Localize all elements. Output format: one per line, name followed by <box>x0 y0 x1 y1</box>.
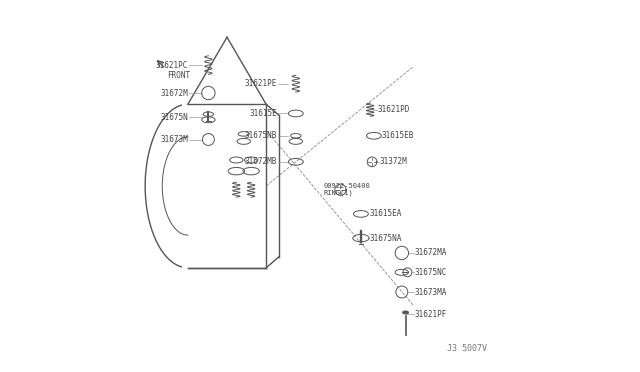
Text: 31675NA: 31675NA <box>369 234 401 243</box>
Text: 31615EB: 31615EB <box>381 131 413 140</box>
Text: 31372M: 31372M <box>380 157 407 166</box>
Text: 31621PC: 31621PC <box>156 61 188 70</box>
Text: 31615E: 31615E <box>250 109 277 118</box>
Text: 31615EA: 31615EA <box>369 209 401 218</box>
Text: J3 5007V: J3 5007V <box>447 344 488 353</box>
Text: FRONT: FRONT <box>167 71 190 80</box>
Text: 31672MA: 31672MA <box>415 248 447 257</box>
Text: 31675NC: 31675NC <box>415 268 447 277</box>
Ellipse shape <box>403 311 408 314</box>
Text: 31672M: 31672M <box>160 89 188 97</box>
Text: 31675N: 31675N <box>160 113 188 122</box>
Text: 31673M: 31673M <box>160 135 188 144</box>
Text: 31621PE: 31621PE <box>245 79 277 88</box>
Text: 31621PD: 31621PD <box>378 105 410 114</box>
Text: 00922-50400
RING(1): 00922-50400 RING(1) <box>324 183 371 196</box>
Text: 31673MA: 31673MA <box>415 288 447 296</box>
Text: 31621PF: 31621PF <box>415 310 447 319</box>
Text: 31672MB: 31672MB <box>245 157 277 166</box>
Text: 31675NB: 31675NB <box>245 131 277 140</box>
